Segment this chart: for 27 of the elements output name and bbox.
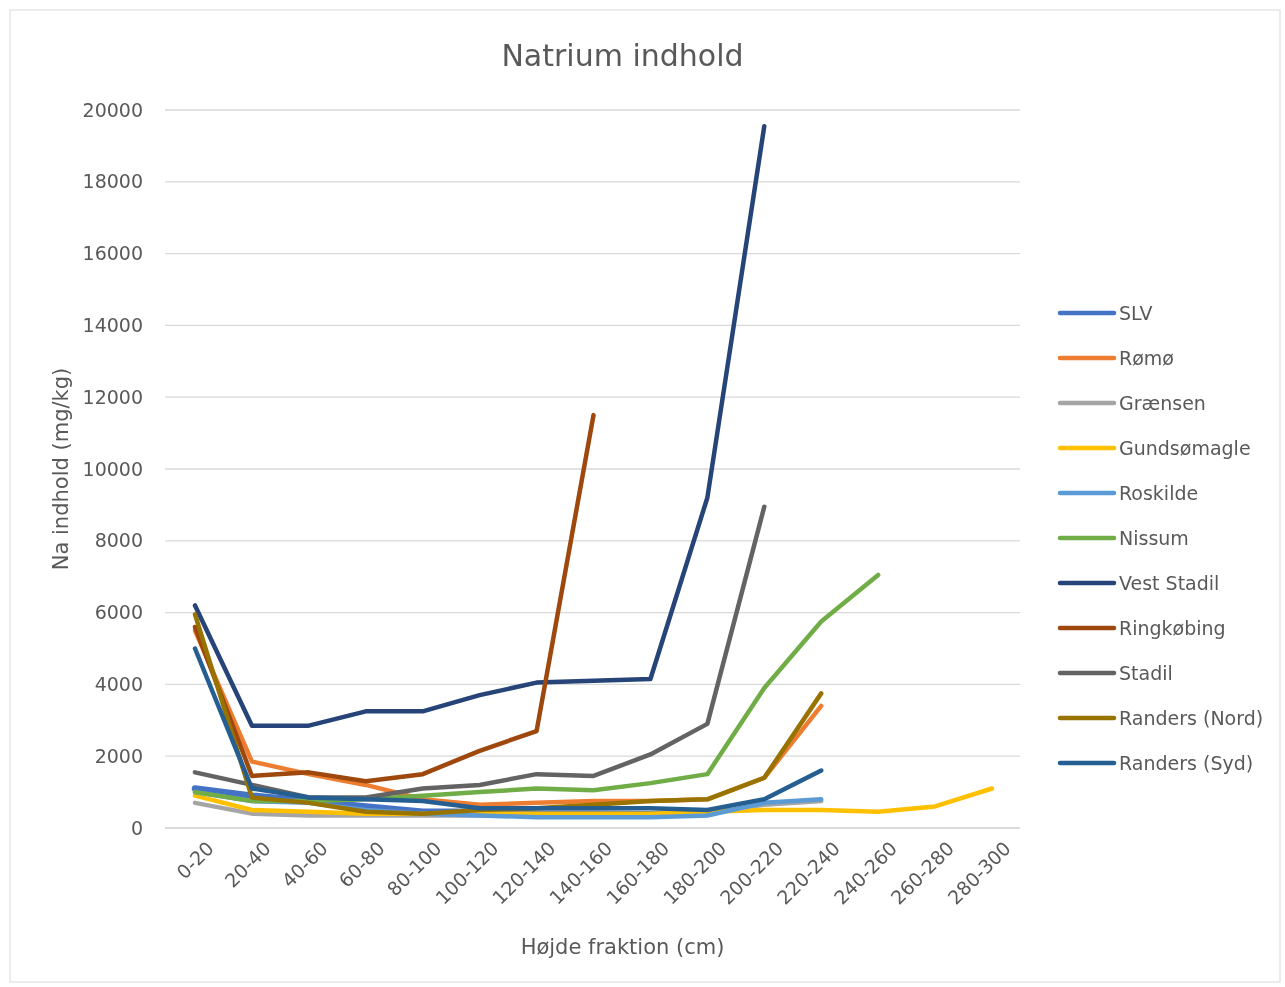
y-tick-label: 12000 bbox=[82, 385, 143, 408]
y-tick-label: 6000 bbox=[94, 601, 143, 624]
y-tick-label: 16000 bbox=[82, 242, 143, 265]
legend-label: Roskilde bbox=[1119, 482, 1199, 504]
y-tick-label: 20000 bbox=[82, 98, 143, 121]
y-tick-label: 4000 bbox=[94, 672, 143, 695]
y-tick-label: 2000 bbox=[94, 744, 143, 767]
legend-label: Grænsen bbox=[1119, 392, 1206, 414]
chart-title: Natrium indhold bbox=[501, 38, 744, 73]
y-axis-title: Na indhold (mg/kg) bbox=[49, 367, 73, 571]
y-tick-label: 8000 bbox=[94, 529, 143, 552]
y-tick-label: 10000 bbox=[82, 457, 143, 480]
legend-label: Nissum bbox=[1119, 527, 1189, 549]
legend-label: Vest Stadil bbox=[1119, 572, 1220, 594]
y-tick-label: 0 bbox=[130, 816, 143, 839]
legend-label: Ringkøbing bbox=[1119, 617, 1226, 639]
legend-label: Gundsømagle bbox=[1119, 437, 1251, 459]
y-tick-label: 14000 bbox=[82, 313, 143, 336]
line-series bbox=[192, 123, 767, 728]
x-axis-title: Højde fraktion (cm) bbox=[520, 935, 725, 959]
legend-label: SLV bbox=[1119, 302, 1153, 324]
legend-label: Stadil bbox=[1119, 662, 1173, 684]
legend-label: Rømø bbox=[1119, 347, 1174, 369]
legend-label: Randers (Syd) bbox=[1119, 752, 1254, 774]
y-tick-label: 18000 bbox=[82, 170, 143, 193]
line-series bbox=[192, 412, 596, 784]
legend-label: Randers (Nord) bbox=[1119, 707, 1264, 729]
